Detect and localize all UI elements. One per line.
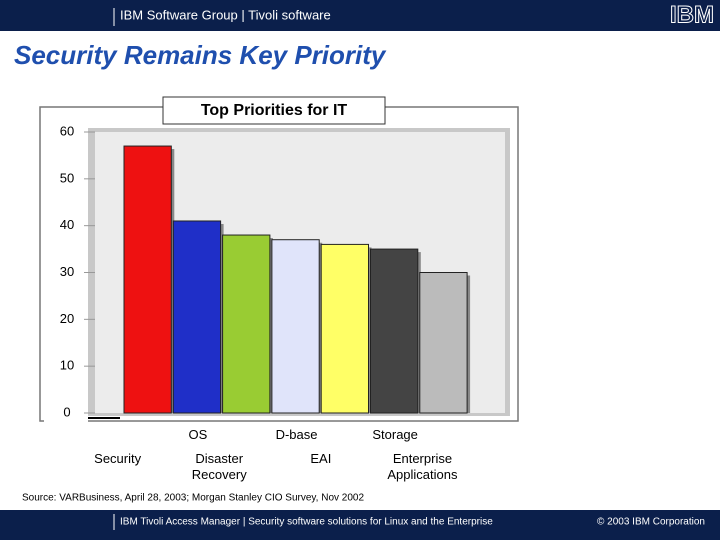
x-tick-label: Security bbox=[94, 451, 142, 466]
y-tick-box bbox=[44, 123, 88, 141]
x-tick-label: D-base bbox=[275, 427, 318, 442]
source: Source: VARBusiness, April 28, 2003; Mor… bbox=[22, 493, 364, 504]
x-tick-label: Storage bbox=[372, 427, 418, 442]
y-tick-box bbox=[44, 263, 88, 282]
y-tick-box bbox=[44, 310, 88, 329]
header-bar bbox=[0, 0, 720, 31]
y-tick-label: 30 bbox=[60, 264, 74, 279]
y-tick-box bbox=[44, 169, 88, 188]
bar bbox=[320, 243, 370, 414]
bar bbox=[172, 220, 222, 414]
footer-bar bbox=[0, 510, 720, 540]
y-tick-label: 20 bbox=[60, 311, 74, 326]
y-tick-box bbox=[44, 216, 88, 235]
y-tick-box bbox=[44, 357, 88, 376]
bar bbox=[222, 234, 271, 414]
x-tick-label: EAI bbox=[310, 451, 332, 466]
y-tick-label: 40 bbox=[60, 217, 74, 232]
copyright: © 2003 IBM Corporation bbox=[597, 517, 705, 528]
chart-title-box bbox=[162, 96, 386, 125]
y-tick-label: 0 bbox=[63, 404, 70, 419]
slide-title: Security Remains Key Priority bbox=[14, 40, 387, 70]
logo: IBM bbox=[670, 1, 714, 28]
bar bbox=[419, 272, 468, 414]
bar bbox=[123, 145, 172, 414]
chart-title: Top Priorities for IT bbox=[201, 102, 348, 119]
footer-text: IBM Tivoli Access Manager | Security sof… bbox=[120, 517, 493, 528]
y-tick-label: 10 bbox=[60, 358, 74, 373]
bar bbox=[271, 239, 320, 414]
y-tick-box bbox=[44, 404, 88, 422]
x-tick-label: OS bbox=[188, 427, 208, 442]
y-tick-label: 50 bbox=[60, 170, 74, 185]
x-tick-label: Enterprise Applications bbox=[387, 451, 458, 482]
bar bbox=[370, 248, 419, 414]
x-tick-label: Disaster Recovery bbox=[191, 451, 247, 482]
y-tick-label: 60 bbox=[60, 123, 74, 138]
header-text: IBM Software Group | Tivoli software bbox=[120, 7, 331, 22]
